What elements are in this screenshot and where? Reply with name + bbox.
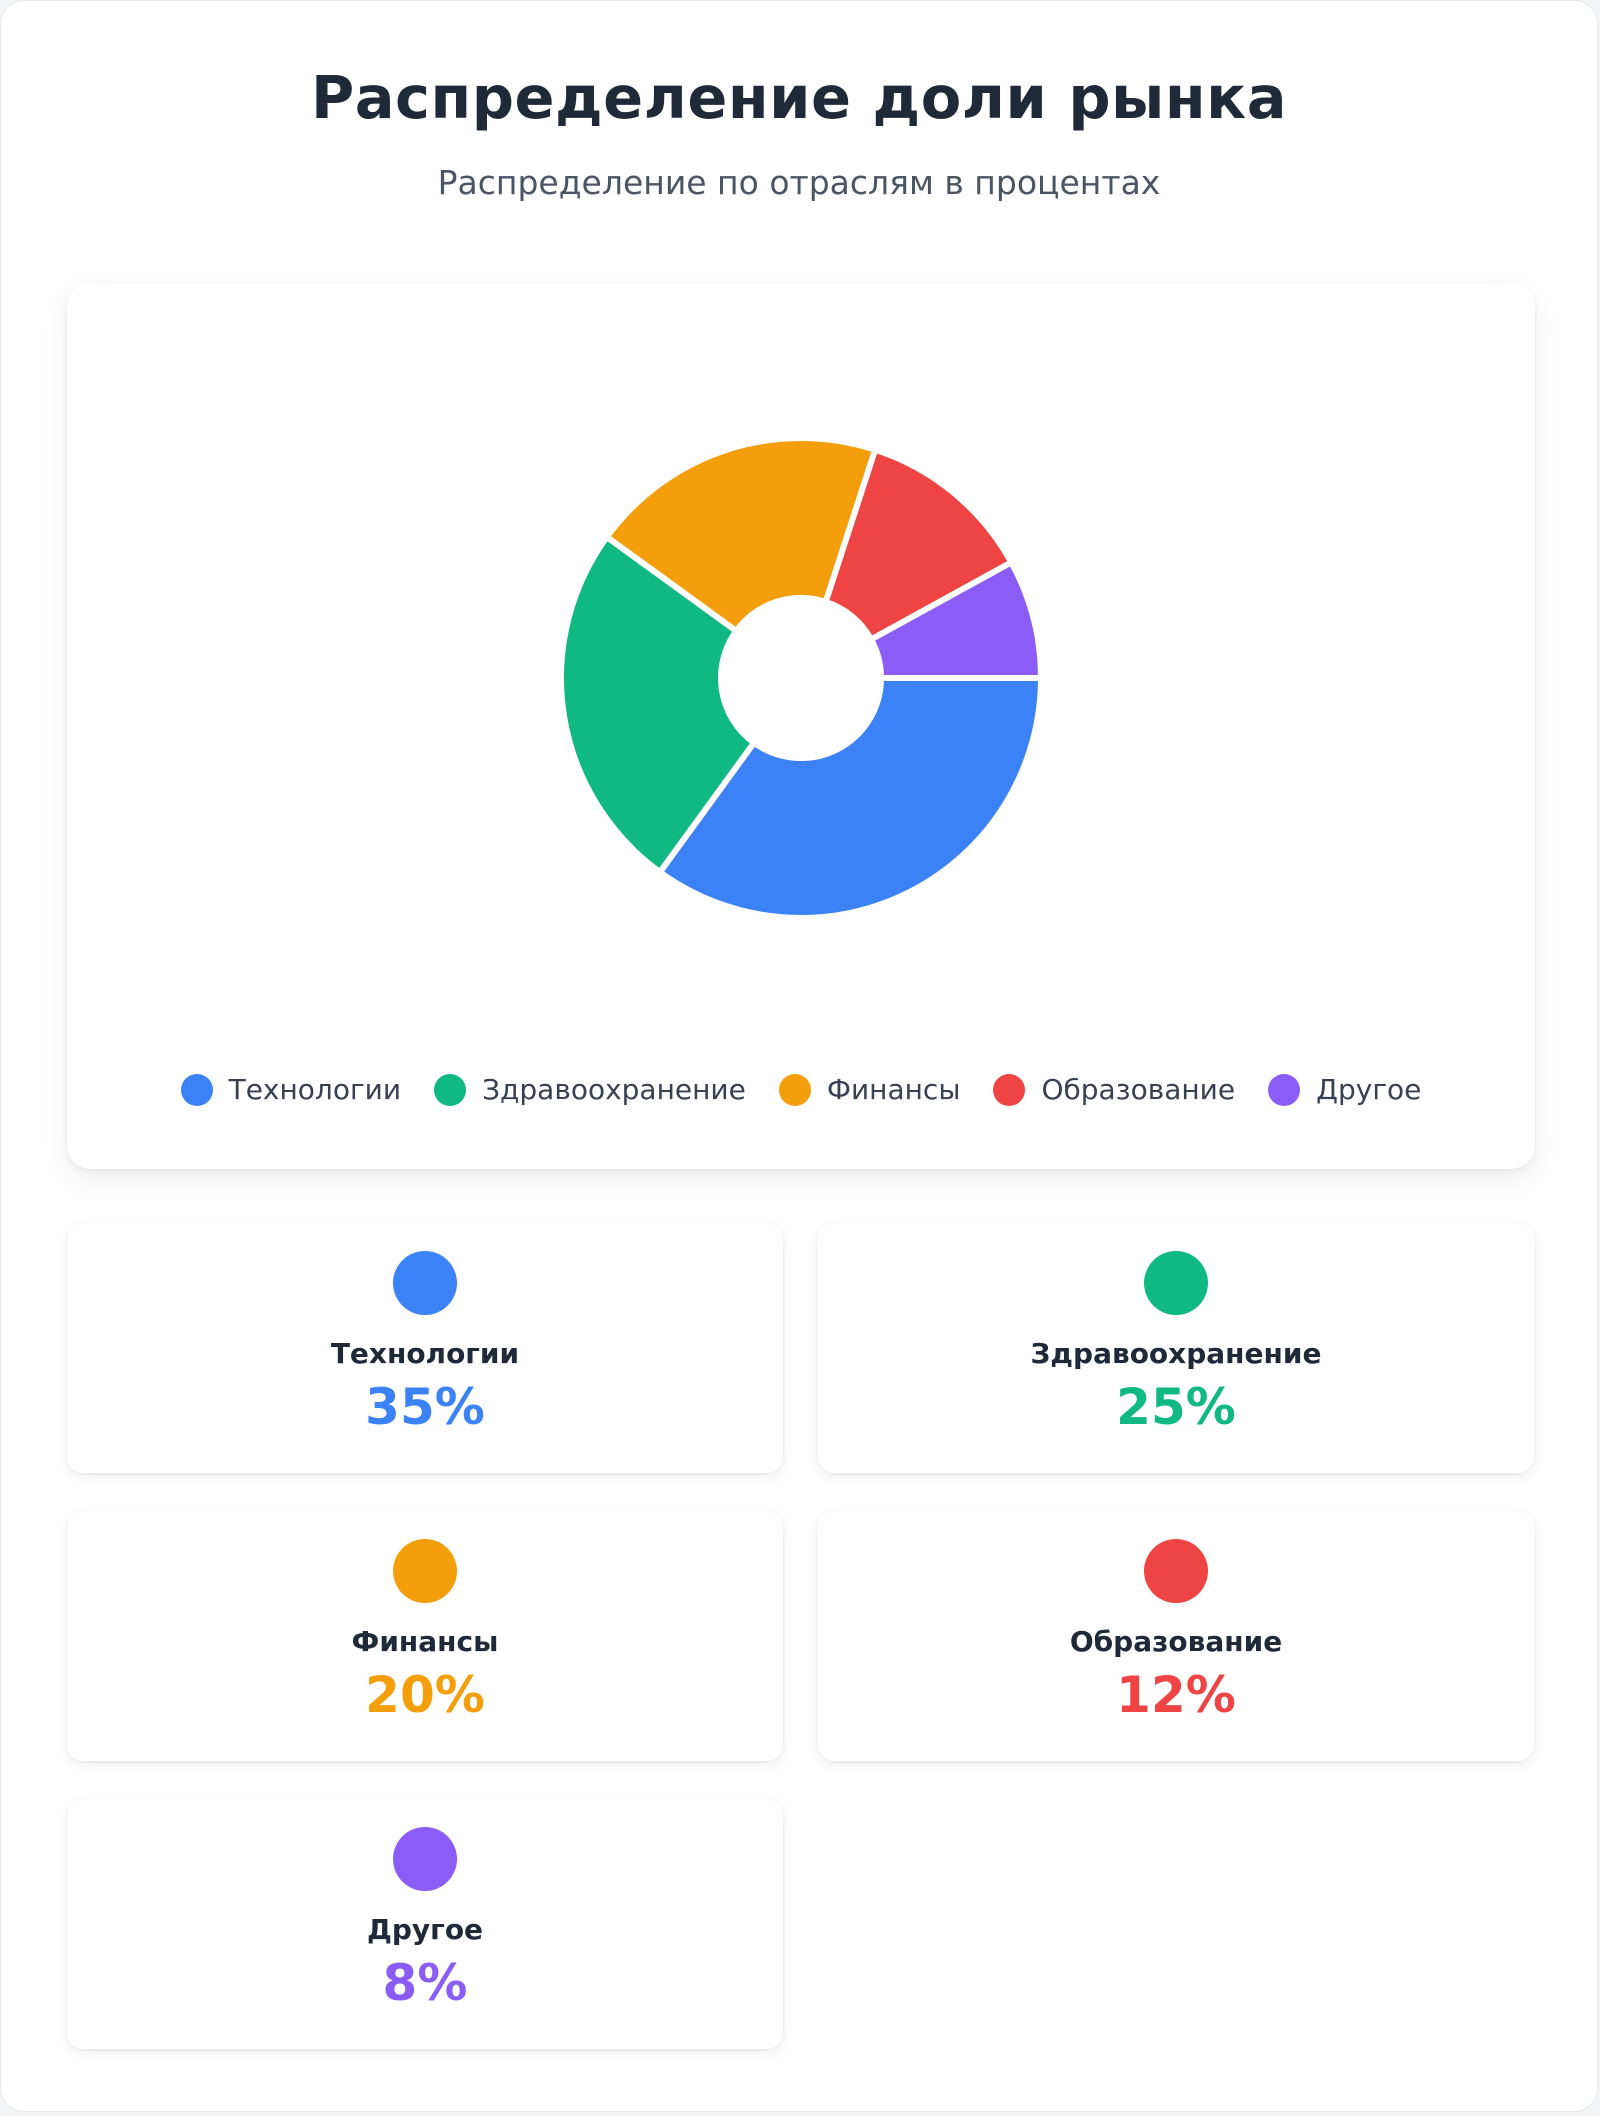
chart-legend: Технологии Здравоохранение Финансы Образ… <box>67 1073 1535 1106</box>
stat-value-healthcare: 25% <box>1116 1378 1236 1436</box>
legend-swatch-finance <box>778 1073 811 1106</box>
stat-dot-other <box>393 1827 457 1891</box>
stat-card-finance: Финансы 20% <box>67 1511 783 1761</box>
page-title: Распределение доли рынка <box>310 63 1288 132</box>
legend-item-other[interactable]: Другое <box>1268 1073 1421 1106</box>
donut-slice-other[interactable] <box>868 559 1044 681</box>
legend-label-finance: Финансы <box>826 1073 961 1106</box>
legend-item-education[interactable]: Образование <box>993 1073 1235 1106</box>
legend-label-healthcare: Здравоохранение <box>482 1073 746 1106</box>
stat-name-technology: Технологии <box>330 1337 520 1370</box>
donut-slice-technology[interactable] <box>656 675 1044 921</box>
legend-label-other: Другое <box>1316 1073 1422 1106</box>
donut-slice-education[interactable] <box>822 446 1015 643</box>
stat-dot-technology <box>393 1251 457 1315</box>
legend-item-healthcare[interactable]: Здравоохранение <box>434 1073 746 1106</box>
stat-card-education: Образование 12% <box>818 1511 1534 1761</box>
stat-card-technology: Технологии 35% <box>67 1223 783 1473</box>
stat-name-other: Другое <box>366 1913 484 1946</box>
stat-name-healthcare: Здравоохранение <box>1030 1337 1322 1370</box>
stat-dot-healthcare <box>1144 1251 1208 1315</box>
legend-item-technology[interactable]: Технологии <box>180 1073 402 1106</box>
stat-value-other: 8% <box>382 1954 468 2012</box>
stat-card-healthcare: Здравоохранение 25% <box>818 1223 1534 1473</box>
stat-value-technology: 35% <box>365 1378 485 1436</box>
stat-name-education: Образование <box>1069 1625 1283 1658</box>
donut-chart <box>558 435 1044 921</box>
legend-swatch-other <box>1268 1073 1301 1106</box>
stat-dot-education <box>1144 1539 1208 1603</box>
legend-label-technology: Технологии <box>228 1073 402 1106</box>
page-subtitle: Распределение по отраслям в процентах <box>437 163 1161 202</box>
legend-swatch-healthcare <box>434 1073 467 1106</box>
stat-card-other: Другое 8% <box>67 1799 783 2049</box>
legend-swatch-education <box>993 1073 1026 1106</box>
stat-value-education: 12% <box>1116 1666 1236 1724</box>
stat-value-finance: 20% <box>365 1666 485 1724</box>
legend-label-education: Образование <box>1041 1073 1236 1106</box>
stat-dot-finance <box>393 1539 457 1603</box>
stat-name-finance: Финансы <box>351 1625 499 1658</box>
donut-slice-healthcare[interactable] <box>558 533 757 876</box>
legend-item-finance[interactable]: Финансы <box>778 1073 961 1106</box>
donut-slice-finance[interactable] <box>603 435 879 634</box>
chart-card: Технологии Здравоохранение Финансы Образ… <box>67 283 1535 1169</box>
legend-swatch-technology <box>180 1073 213 1106</box>
